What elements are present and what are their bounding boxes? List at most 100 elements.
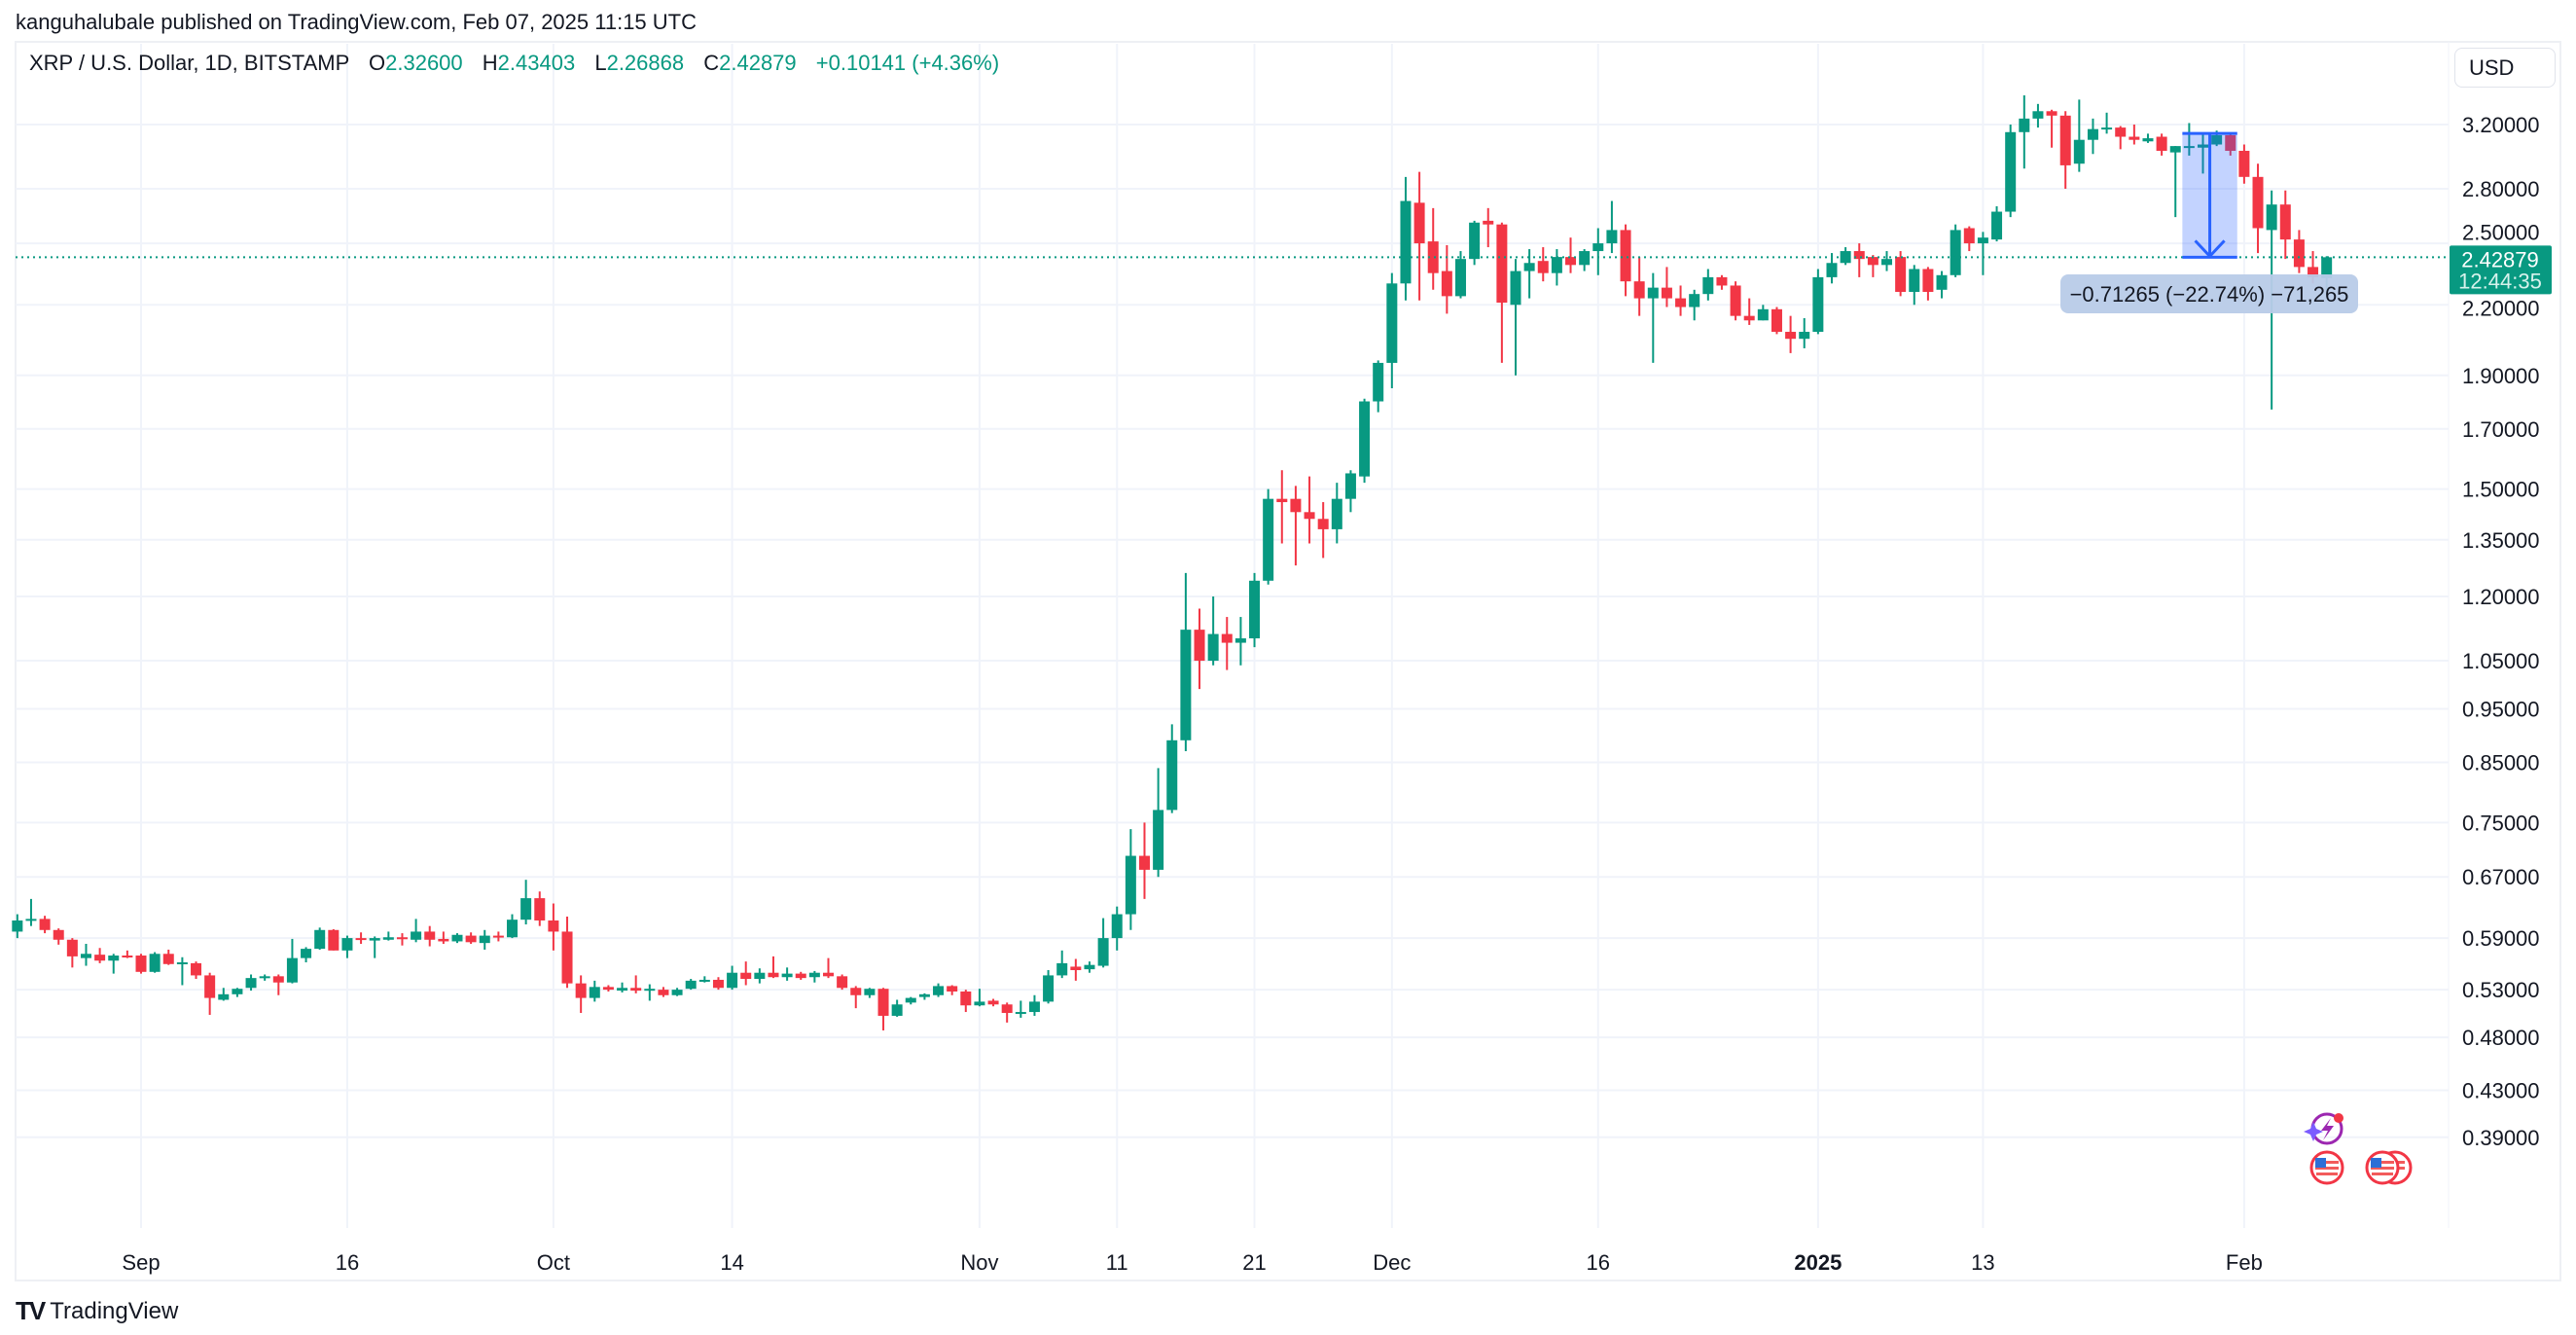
candle-body-up bbox=[1084, 964, 1095, 970]
candle bbox=[1359, 398, 1371, 484]
candle-body-down bbox=[575, 983, 587, 998]
candle-body-up bbox=[259, 976, 270, 979]
candle bbox=[1056, 950, 1068, 979]
price-tick-label: 0.48000 bbox=[2462, 1026, 2540, 1050]
us-flag-event-icon[interactable] bbox=[2309, 1150, 2344, 1185]
candle-body-down bbox=[1785, 332, 1797, 340]
candle bbox=[933, 983, 945, 997]
candle bbox=[534, 891, 546, 926]
candle-body-down bbox=[122, 956, 133, 958]
candle-body-up bbox=[1757, 308, 1769, 321]
lightning-event-icon[interactable] bbox=[2304, 1112, 2343, 1145]
candle-body-down bbox=[768, 972, 779, 978]
candle bbox=[1551, 249, 1562, 286]
candle-body-up bbox=[974, 1001, 985, 1006]
candle-body-down bbox=[355, 938, 367, 941]
candle-body-up bbox=[2005, 131, 2017, 212]
candle bbox=[781, 967, 793, 981]
candle bbox=[877, 988, 889, 1030]
candle bbox=[1743, 298, 1755, 325]
candle bbox=[1675, 285, 1687, 316]
candle-body-down bbox=[1730, 285, 1741, 316]
time-tick-label: Dec bbox=[1373, 1250, 1411, 1275]
candle bbox=[2115, 126, 2127, 150]
candle-body-up bbox=[1207, 633, 1219, 662]
candle-body-up bbox=[1331, 498, 1342, 529]
candle-body-up bbox=[1386, 283, 1398, 363]
candle bbox=[424, 925, 436, 947]
candle-body-down bbox=[1661, 287, 1672, 299]
candle bbox=[1386, 272, 1398, 388]
candle bbox=[314, 927, 326, 950]
candle-body-up bbox=[1015, 1012, 1026, 1015]
candle-body-up bbox=[479, 935, 490, 944]
candle-body-down bbox=[2129, 136, 2140, 140]
candle bbox=[108, 954, 120, 974]
candle bbox=[259, 974, 270, 981]
candle-body-down bbox=[823, 972, 834, 977]
candle-body-down bbox=[1743, 315, 1755, 321]
candle-body-up bbox=[1881, 259, 1893, 266]
candle bbox=[1620, 224, 1631, 297]
candle-body-up bbox=[1344, 473, 1356, 499]
candle bbox=[1304, 476, 1315, 544]
candle bbox=[2156, 133, 2167, 156]
candle-body-up bbox=[2266, 204, 2277, 231]
candle bbox=[12, 914, 23, 939]
candle-body-up bbox=[314, 929, 326, 950]
time-tick-label: Oct bbox=[537, 1250, 570, 1275]
time-tick-label: 13 bbox=[1971, 1250, 1994, 1275]
candle bbox=[1785, 315, 1797, 353]
candle-body-up bbox=[25, 919, 37, 921]
candle-body-down bbox=[328, 929, 340, 951]
candle bbox=[176, 956, 188, 986]
candle bbox=[1015, 1000, 1026, 1018]
candle-body-up bbox=[245, 978, 257, 989]
candle-body-up bbox=[1991, 211, 2003, 240]
tradingview-logo[interactable]: TV TradingView bbox=[16, 1296, 178, 1326]
candle-body-up bbox=[1799, 332, 1810, 340]
candle bbox=[1689, 289, 1700, 321]
last-price-badge bbox=[2450, 245, 2552, 295]
candle bbox=[1441, 245, 1452, 314]
candle bbox=[1496, 222, 1508, 363]
candle-body-up bbox=[1523, 263, 1535, 271]
candle bbox=[823, 957, 834, 979]
currency-button[interactable]: USD bbox=[2454, 48, 2556, 88]
price-range-measure[interactable]: −0.71265 (−22.74%) −71,265 bbox=[2060, 131, 2358, 313]
candle bbox=[2252, 163, 2264, 254]
measure-label-box bbox=[2060, 274, 2358, 313]
candle-body-down bbox=[1001, 1004, 1013, 1014]
candle bbox=[1922, 267, 1934, 301]
candle bbox=[2087, 118, 2098, 155]
candle-body-up bbox=[1579, 251, 1591, 266]
candle-body-up bbox=[698, 979, 710, 982]
candle bbox=[53, 928, 64, 945]
candle-body-down bbox=[2225, 134, 2236, 151]
candle-body-down bbox=[1290, 498, 1302, 513]
price-tick-label: 1.20000 bbox=[2462, 585, 2540, 609]
price-axis[interactable]: 3.20000 2.80000 2.50000 2.20000 1.90000 1.700… bbox=[2462, 113, 2540, 1150]
candle-body-up bbox=[2183, 146, 2195, 149]
candle-body-up bbox=[1249, 580, 1261, 639]
candle-body-down bbox=[2293, 239, 2305, 268]
candle-body-up bbox=[781, 973, 793, 978]
candle-body-up bbox=[1977, 237, 1988, 244]
candle-body-down bbox=[2279, 204, 2291, 240]
candle-body-up bbox=[1812, 276, 1824, 333]
candle-body-down bbox=[1565, 257, 1577, 266]
candle bbox=[1234, 617, 1246, 666]
candle bbox=[1483, 207, 1494, 248]
candle bbox=[2005, 125, 2017, 218]
candle-body-down bbox=[658, 990, 669, 995]
candle-body-up bbox=[918, 993, 930, 997]
candle-body-down bbox=[66, 939, 78, 956]
candle bbox=[1454, 251, 1466, 299]
us-flag-event-icon-stack[interactable] bbox=[2365, 1150, 2413, 1185]
symbol-title[interactable]: XRP / U.S. Dollar, 1D, BITSTAMP bbox=[29, 51, 349, 75]
candle-body-down bbox=[795, 973, 806, 979]
candle-body-down bbox=[272, 976, 284, 983]
candle bbox=[1413, 171, 1425, 301]
time-axis[interactable]: Sep 16 Oct 14 Nov 11 21 Dec 16 2025 13 Feb bbox=[122, 1250, 2262, 1275]
